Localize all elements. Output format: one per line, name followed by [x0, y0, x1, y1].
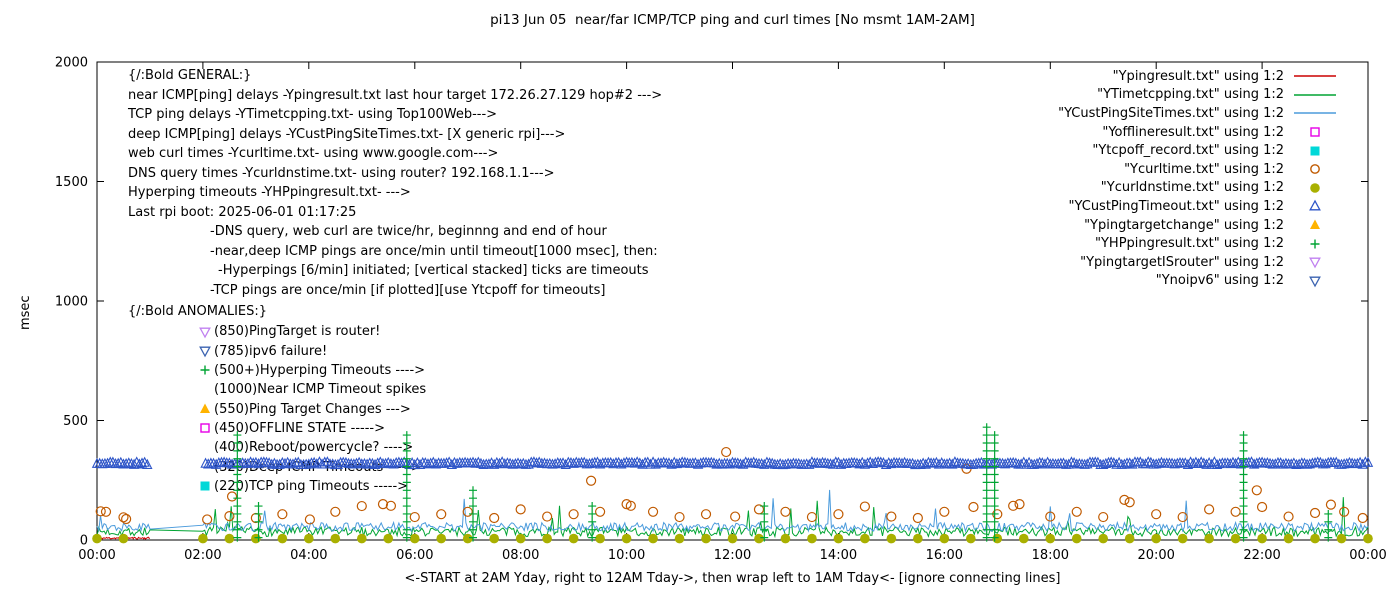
annotation-line: web curl times -Ycurltime.txt- using www… [128, 146, 499, 161]
circle-filled-icon [1292, 181, 1338, 195]
plus-icon [197, 363, 213, 377]
svg-text:04:00: 04:00 [290, 548, 327, 563]
plus-icon [1292, 237, 1338, 251]
legend-row: "Ynoipv6" using 1:2 [1058, 272, 1338, 291]
svg-text:10:00: 10:00 [608, 548, 645, 563]
annotation-line: near ICMP[ping] delays -Ypingresult.txt … [128, 87, 663, 103]
square-open-icon [197, 421, 213, 435]
x-axis-caption: <-START at 2AM Yday, right to 12AM Tday-… [404, 571, 1061, 586]
tri-down-open-icon [1292, 274, 1338, 288]
anomaly-row: (550)Ping Target Changes ---> [197, 399, 426, 418]
svg-text:06:00: 06:00 [396, 548, 433, 563]
legend-row: "Ypingresult.txt" using 1:2 [1058, 67, 1338, 86]
square-open-icon [1292, 125, 1338, 139]
annotation-line: TCP ping delays -YTimetcpping.txt- using… [128, 107, 498, 122]
legend-row: "YHPpingresult.txt" using 1:2 [1058, 234, 1338, 253]
circle-open-icon [1292, 162, 1338, 176]
square-filled-icon [197, 479, 213, 493]
legend-label: "Ytcpoff_record.txt" using 1:2 [1092, 143, 1284, 159]
legend: "Ypingresult.txt" using 1:2 "YTimetcpping… [1058, 67, 1338, 290]
legend-row: "Ypingtargetchange" using 1:2 [1058, 216, 1338, 235]
svg-text:00:00: 00:00 [1349, 548, 1386, 563]
legend-row: "Yofflineresult.txt" using 1:2 [1058, 123, 1338, 142]
annotation-line: {/:Bold GENERAL:} [128, 68, 252, 83]
anomaly-text: (500+)Hyperping Timeouts ----> [214, 362, 426, 378]
anomaly-text: (400)Reboot/powercycle? ----> [214, 440, 414, 456]
legend-label: "YCustPingTimeout.txt" using 1:2 [1068, 198, 1284, 214]
legend-row: "YpingtargetISrouter" using 1:2 [1058, 253, 1338, 272]
svg-text:20:00: 20:00 [1137, 548, 1174, 563]
svg-text:22:00: 22:00 [1243, 548, 1280, 563]
general-annotation-block: {/:Bold GENERAL:} near ICMP[ping] delays … [128, 66, 662, 300]
anomaly-text: (220)TCP ping Timeouts -----> [214, 478, 409, 494]
annotation-line: -DNS query, web curl are twice/hr, begin… [210, 224, 607, 239]
legend-label: "YHPpingresult.txt" using 1:2 [1095, 236, 1284, 252]
legend-row: "Ytcpoff_record.txt" using 1:2 [1058, 141, 1338, 160]
legend-row: "Ycurltime.txt" using 1:2 [1058, 160, 1338, 179]
legend-label: "Ynoipv6" using 1:2 [1155, 273, 1284, 289]
annotation-line: -Hyperpings [6/min] initiated; [vertical… [218, 263, 649, 278]
legend-label: "Ypingtargetchange" using 1:2 [1084, 217, 1284, 233]
legend-row: "Ycurldnstime.txt" using 1:2 [1058, 179, 1338, 198]
y-axis-label: msec [18, 295, 33, 330]
anomaly-text: (450)OFFLINE STATE -----> [214, 420, 385, 436]
hline-icon [1292, 69, 1338, 83]
anomaly-text: (785)ipv6 failure! [214, 343, 328, 359]
svg-text:00:00: 00:00 [78, 548, 115, 563]
tri-down-open-icon [1292, 255, 1338, 269]
annotation-line: Hyperping timeouts -YHPpingresult.txt- -… [128, 185, 411, 200]
anomaly-row: (850)PingTarget is router! [197, 322, 426, 341]
legend-label: "Ycurltime.txt" using 1:2 [1124, 161, 1284, 177]
anomaly-row: (785)ipv6 failure! [197, 341, 426, 360]
anomaly-row: (500+)Hyperping Timeouts ----> [197, 361, 426, 380]
annotation-line: deep ICMP[ping] delays -YCustPingSiteTim… [128, 126, 566, 142]
svg-text:500: 500 [63, 414, 88, 429]
hline-icon [1292, 88, 1338, 102]
annotation-line: DNS query times -Ycurldnstime.txt- using… [128, 165, 555, 181]
square-filled-icon [1292, 144, 1338, 158]
tri-up-filled-icon [197, 402, 213, 416]
svg-text:18:00: 18:00 [1032, 548, 1069, 563]
annotation-line: -TCP pings are once/min [if plotted][use… [210, 282, 606, 298]
svg-text:12:00: 12:00 [714, 548, 751, 563]
svg-text:0: 0 [80, 534, 88, 549]
legend-label: "Ycurldnstime.txt" using 1:2 [1100, 180, 1284, 196]
anomaly-text: (850)PingTarget is router! [214, 324, 381, 340]
anomaly-text: (1000)Near ICMP Timeout spikes [214, 382, 427, 398]
anomaly-row: (400)Reboot/powercycle? ----> [197, 438, 426, 457]
annotation-line: Last rpi boot: 2025-06-01 01:17:25 [128, 204, 357, 220]
chart-title: pi13 Jun 05 near/far ICMP/TCP ping and c… [490, 12, 975, 28]
hline-icon [1292, 106, 1338, 120]
anomaly-row: (1000)Near ICMP Timeout spikes [197, 380, 426, 399]
anomalies-heading: {/:Bold ANOMALIES:} [128, 304, 268, 319]
svg-text:1500: 1500 [55, 175, 88, 190]
svg-text:08:00: 08:00 [502, 548, 539, 563]
legend-label: "YTimetcpping.txt" using 1:2 [1097, 87, 1284, 103]
legend-row: "YCustPingTimeout.txt" using 1:2 [1058, 197, 1338, 216]
legend-row: "YCustPingSiteTimes.txt" using 1:2 [1058, 104, 1338, 123]
tri-up-open-icon [1292, 199, 1338, 213]
tri-up-filled-icon [1292, 218, 1338, 232]
annotation-line: -near,deep ICMP pings are once/min until… [210, 243, 658, 259]
svg-text:14:00: 14:00 [820, 548, 857, 563]
svg-text:1000: 1000 [55, 295, 88, 310]
tri-down-open-icon [197, 344, 213, 358]
tri-down-open-icon [197, 325, 213, 339]
anomaly-row: (450)OFFLINE STATE -----> [197, 419, 426, 438]
legend-label: "Yofflineresult.txt" using 1:2 [1102, 124, 1284, 140]
svg-text:2000: 2000 [55, 56, 88, 71]
anomaly-text: (550)Ping Target Changes ---> [214, 401, 411, 417]
legend-label: "YpingtargetISrouter" using 1:2 [1080, 254, 1284, 270]
legend-label: "Ypingresult.txt" using 1:2 [1112, 68, 1284, 84]
svg-text:02:00: 02:00 [184, 548, 221, 563]
legend-row: "YTimetcpping.txt" using 1:2 [1058, 86, 1338, 105]
svg-text:16:00: 16:00 [926, 548, 963, 563]
legend-label: "YCustPingSiteTimes.txt" using 1:2 [1058, 105, 1284, 121]
anomaly-row: (220)TCP ping Timeouts -----> [197, 477, 426, 496]
